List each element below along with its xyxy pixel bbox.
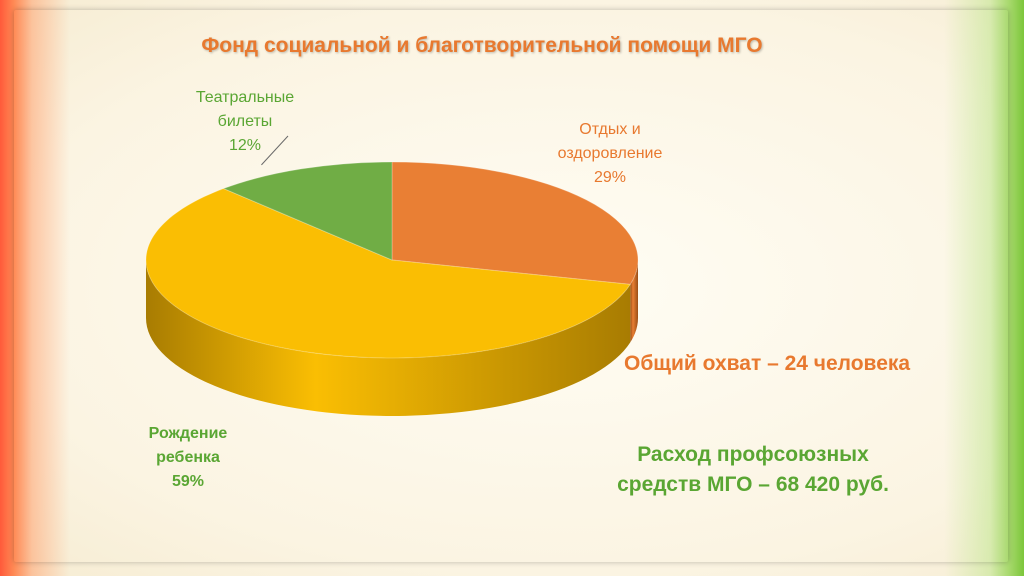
pie-side-1 — [146, 260, 631, 417]
label-theatre-tickets: Театральные билеты 12% — [170, 86, 320, 158]
pie-slice-1 — [145, 188, 632, 359]
expense-line1: Расход профсоюзных — [637, 443, 869, 466]
label-childbirth: Рождение ребенка 59% — [118, 422, 258, 494]
label-rest-health: Отдых и оздоровление 29% — [525, 118, 695, 190]
pie-side-0 — [630, 260, 638, 343]
coverage-note: Общий охват – 24 человека — [624, 352, 911, 375]
label-childbirth-line1: Рождение — [148, 425, 228, 442]
label-childbirth-line2: ребенка — [156, 449, 220, 466]
pie-slice-0 — [391, 161, 639, 285]
pie-slice-2 — [222, 161, 393, 261]
label-childbirth-percent: 59% — [171, 473, 205, 490]
label-rest-percent: 29% — [593, 169, 627, 186]
expense-line2: средств МГО – 68 420 руб. — [617, 473, 889, 496]
leader-line-theatre — [261, 135, 289, 166]
label-theatre-line2: билеты — [217, 113, 273, 130]
chart-title: Фонд социальной и благотворительной помо… — [201, 34, 763, 57]
label-theatre-percent: 12% — [228, 137, 262, 154]
label-rest-line1: Отдых и — [579, 121, 641, 138]
label-rest-line2: оздоровление — [557, 145, 663, 162]
label-theatre-line1: Театральные — [195, 89, 295, 106]
expense-note: Расход профсоюзных средств МГО – 68 420 … — [578, 440, 928, 500]
